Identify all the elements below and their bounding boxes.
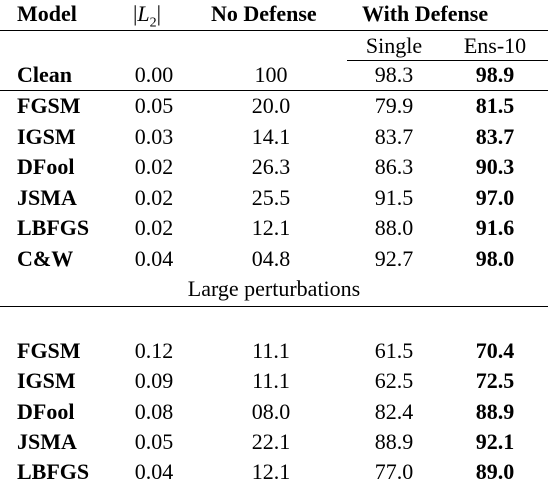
header-l2-norm: |L2| — [133, 3, 161, 30]
cell-l2: 0.05 — [134, 93, 174, 118]
cell-single: 88.0 — [374, 215, 414, 241]
cell-l2: 0.04 — [134, 246, 174, 271]
cell-l2: 0.12 — [134, 338, 174, 363]
clean-ens: 98.9 — [475, 62, 515, 87]
cell-model: C&W — [17, 246, 74, 271]
large-rule — [0, 306, 548, 307]
clean-l2: 0.00 — [134, 62, 174, 87]
l2-bar-right: | — [156, 1, 162, 26]
cell-model: JSMA — [17, 184, 77, 210]
cell-no-defense: 26.3 — [251, 154, 291, 180]
cell-ens: 70.4 — [475, 338, 515, 363]
cell-ens: 83.7 — [475, 123, 515, 149]
l2-bar-left: | — [133, 1, 138, 26]
cell-l2: 0.02 — [134, 215, 174, 241]
cell-no-defense: 08.0 — [251, 398, 291, 424]
cell-no-defense: 12.1 — [251, 215, 291, 241]
top-rule — [0, 30, 548, 31]
clean-rule — [0, 90, 548, 91]
cell-model: DFool — [17, 154, 75, 180]
cell-single: 82.4 — [374, 398, 414, 424]
header-model: Model — [17, 1, 77, 26]
cell-ens: 98.0 — [475, 246, 515, 271]
cell-ens: 81.5 — [475, 93, 515, 118]
cell-ens: 91.6 — [475, 215, 515, 241]
header-with-defense: With Defense — [362, 1, 489, 26]
cell-single: 62.5 — [374, 368, 414, 394]
clean-no-defense: 100 — [254, 62, 288, 87]
cell-model: FGSM — [17, 338, 81, 363]
cell-model: LBFGS — [17, 459, 90, 484]
cell-no-defense: 11.1 — [252, 368, 290, 394]
cell-no-defense: 04.8 — [251, 246, 291, 271]
l2-variable: L — [137, 1, 150, 26]
cell-no-defense: 11.1 — [252, 338, 290, 363]
cell-ens: 88.9 — [475, 398, 515, 424]
header-no-defense: No Defense — [211, 1, 317, 26]
cell-single: 77.0 — [374, 459, 414, 484]
cell-ens: 92.1 — [475, 428, 515, 454]
cell-single: 92.7 — [374, 246, 414, 271]
cell-model: FGSM — [17, 93, 81, 118]
cell-model: IGSM — [17, 368, 76, 394]
cell-l2: 0.02 — [134, 184, 174, 210]
cell-single: 91.5 — [374, 184, 414, 210]
cell-l2: 0.09 — [134, 368, 174, 394]
cell-ens: 90.3 — [475, 154, 515, 180]
cell-no-defense: 20.0 — [251, 93, 291, 118]
cell-single: 61.5 — [374, 338, 414, 363]
cell-model: DFool — [17, 398, 75, 424]
cell-l2: 0.08 — [134, 398, 174, 424]
header-single: Single — [365, 33, 423, 58]
cell-ens: 89.0 — [475, 459, 515, 484]
l2-subscript: 2 — [149, 15, 157, 31]
subheader-rule — [347, 60, 548, 61]
clean-single: 98.3 — [374, 62, 414, 87]
cell-single: 88.9 — [374, 428, 414, 454]
cell-l2: 0.05 — [134, 428, 174, 454]
cell-ens: 97.0 — [475, 184, 515, 210]
clean-model: Clean — [17, 62, 72, 87]
cell-no-defense: 25.5 — [251, 184, 291, 210]
cell-l2: 0.04 — [134, 459, 174, 484]
cell-l2: 0.03 — [134, 123, 174, 149]
cell-l2: 0.02 — [134, 154, 174, 180]
cell-single: 86.3 — [374, 154, 414, 180]
header-ens: Ens-10 — [463, 33, 527, 58]
large-perturbations-caption: Large perturbations — [187, 276, 361, 301]
cell-no-defense: 14.1 — [251, 123, 291, 149]
cell-no-defense: 12.1 — [251, 459, 291, 484]
cell-model: LBFGS — [17, 215, 90, 241]
cell-ens: 72.5 — [475, 368, 515, 394]
cell-model: JSMA — [17, 428, 77, 454]
cell-no-defense: 22.1 — [251, 428, 291, 454]
cell-single: 79.9 — [374, 93, 414, 118]
cell-model: IGSM — [17, 123, 76, 149]
cell-single: 83.7 — [374, 123, 414, 149]
